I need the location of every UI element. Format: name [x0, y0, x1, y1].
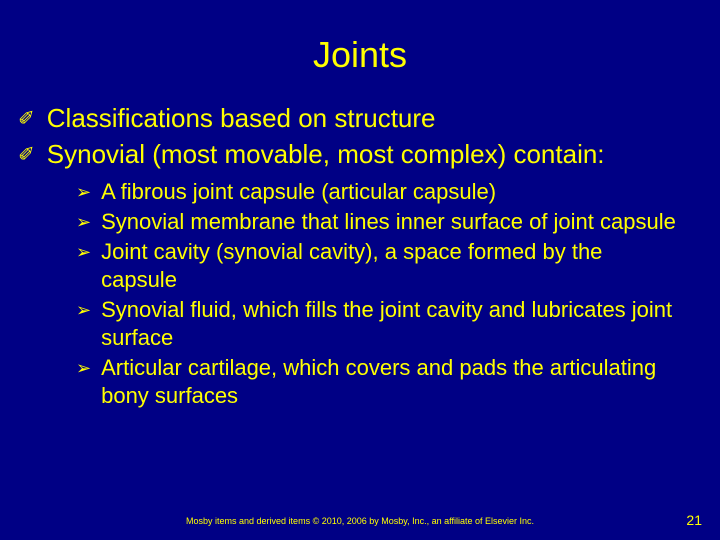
sub-bullet-item: ➢ Articular cartilage, which covers and … [76, 354, 682, 410]
curly-bullet-icon: ✐ [18, 102, 35, 136]
arrow-bullet-icon: ➢ [76, 208, 91, 236]
sub-item-text: Articular cartilage, which covers and pa… [101, 354, 682, 410]
arrow-bullet-icon: ➢ [76, 178, 91, 206]
curly-bullet-icon: ✐ [18, 138, 35, 172]
sub-bullet-item: ➢ A fibrous joint capsule (articular cap… [76, 178, 682, 206]
sub-list: ➢ A fibrous joint capsule (articular cap… [18, 178, 692, 410]
sub-bullet-item: ➢ Synovial fluid, which fills the joint … [76, 296, 682, 352]
content-area: ✐ Classifications based on structure ✐ S… [0, 102, 720, 410]
main-item-text: Synovial (most movable, most complex) co… [47, 138, 605, 170]
main-bullet-item: ✐ Synovial (most movable, most complex) … [18, 138, 692, 172]
arrow-bullet-icon: ➢ [76, 354, 91, 382]
main-bullet-item: ✐ Classifications based on structure [18, 102, 692, 136]
sub-item-text: A fibrous joint capsule (articular capsu… [101, 178, 496, 206]
page-number: 21 [686, 512, 702, 528]
sub-item-text: Synovial membrane that lines inner surfa… [101, 208, 676, 236]
sub-bullet-item: ➢ Joint cavity (synovial cavity), a spac… [76, 238, 682, 294]
footer-copyright: Mosby items and derived items © 2010, 20… [0, 516, 720, 526]
arrow-bullet-icon: ➢ [76, 296, 91, 324]
sub-item-text: Synovial fluid, which fills the joint ca… [101, 296, 682, 352]
main-item-text: Classifications based on structure [47, 102, 436, 134]
arrow-bullet-icon: ➢ [76, 238, 91, 266]
slide-title: Joints [0, 0, 720, 102]
sub-item-text: Joint cavity (synovial cavity), a space … [101, 238, 682, 294]
sub-bullet-item: ➢ Synovial membrane that lines inner sur… [76, 208, 682, 236]
